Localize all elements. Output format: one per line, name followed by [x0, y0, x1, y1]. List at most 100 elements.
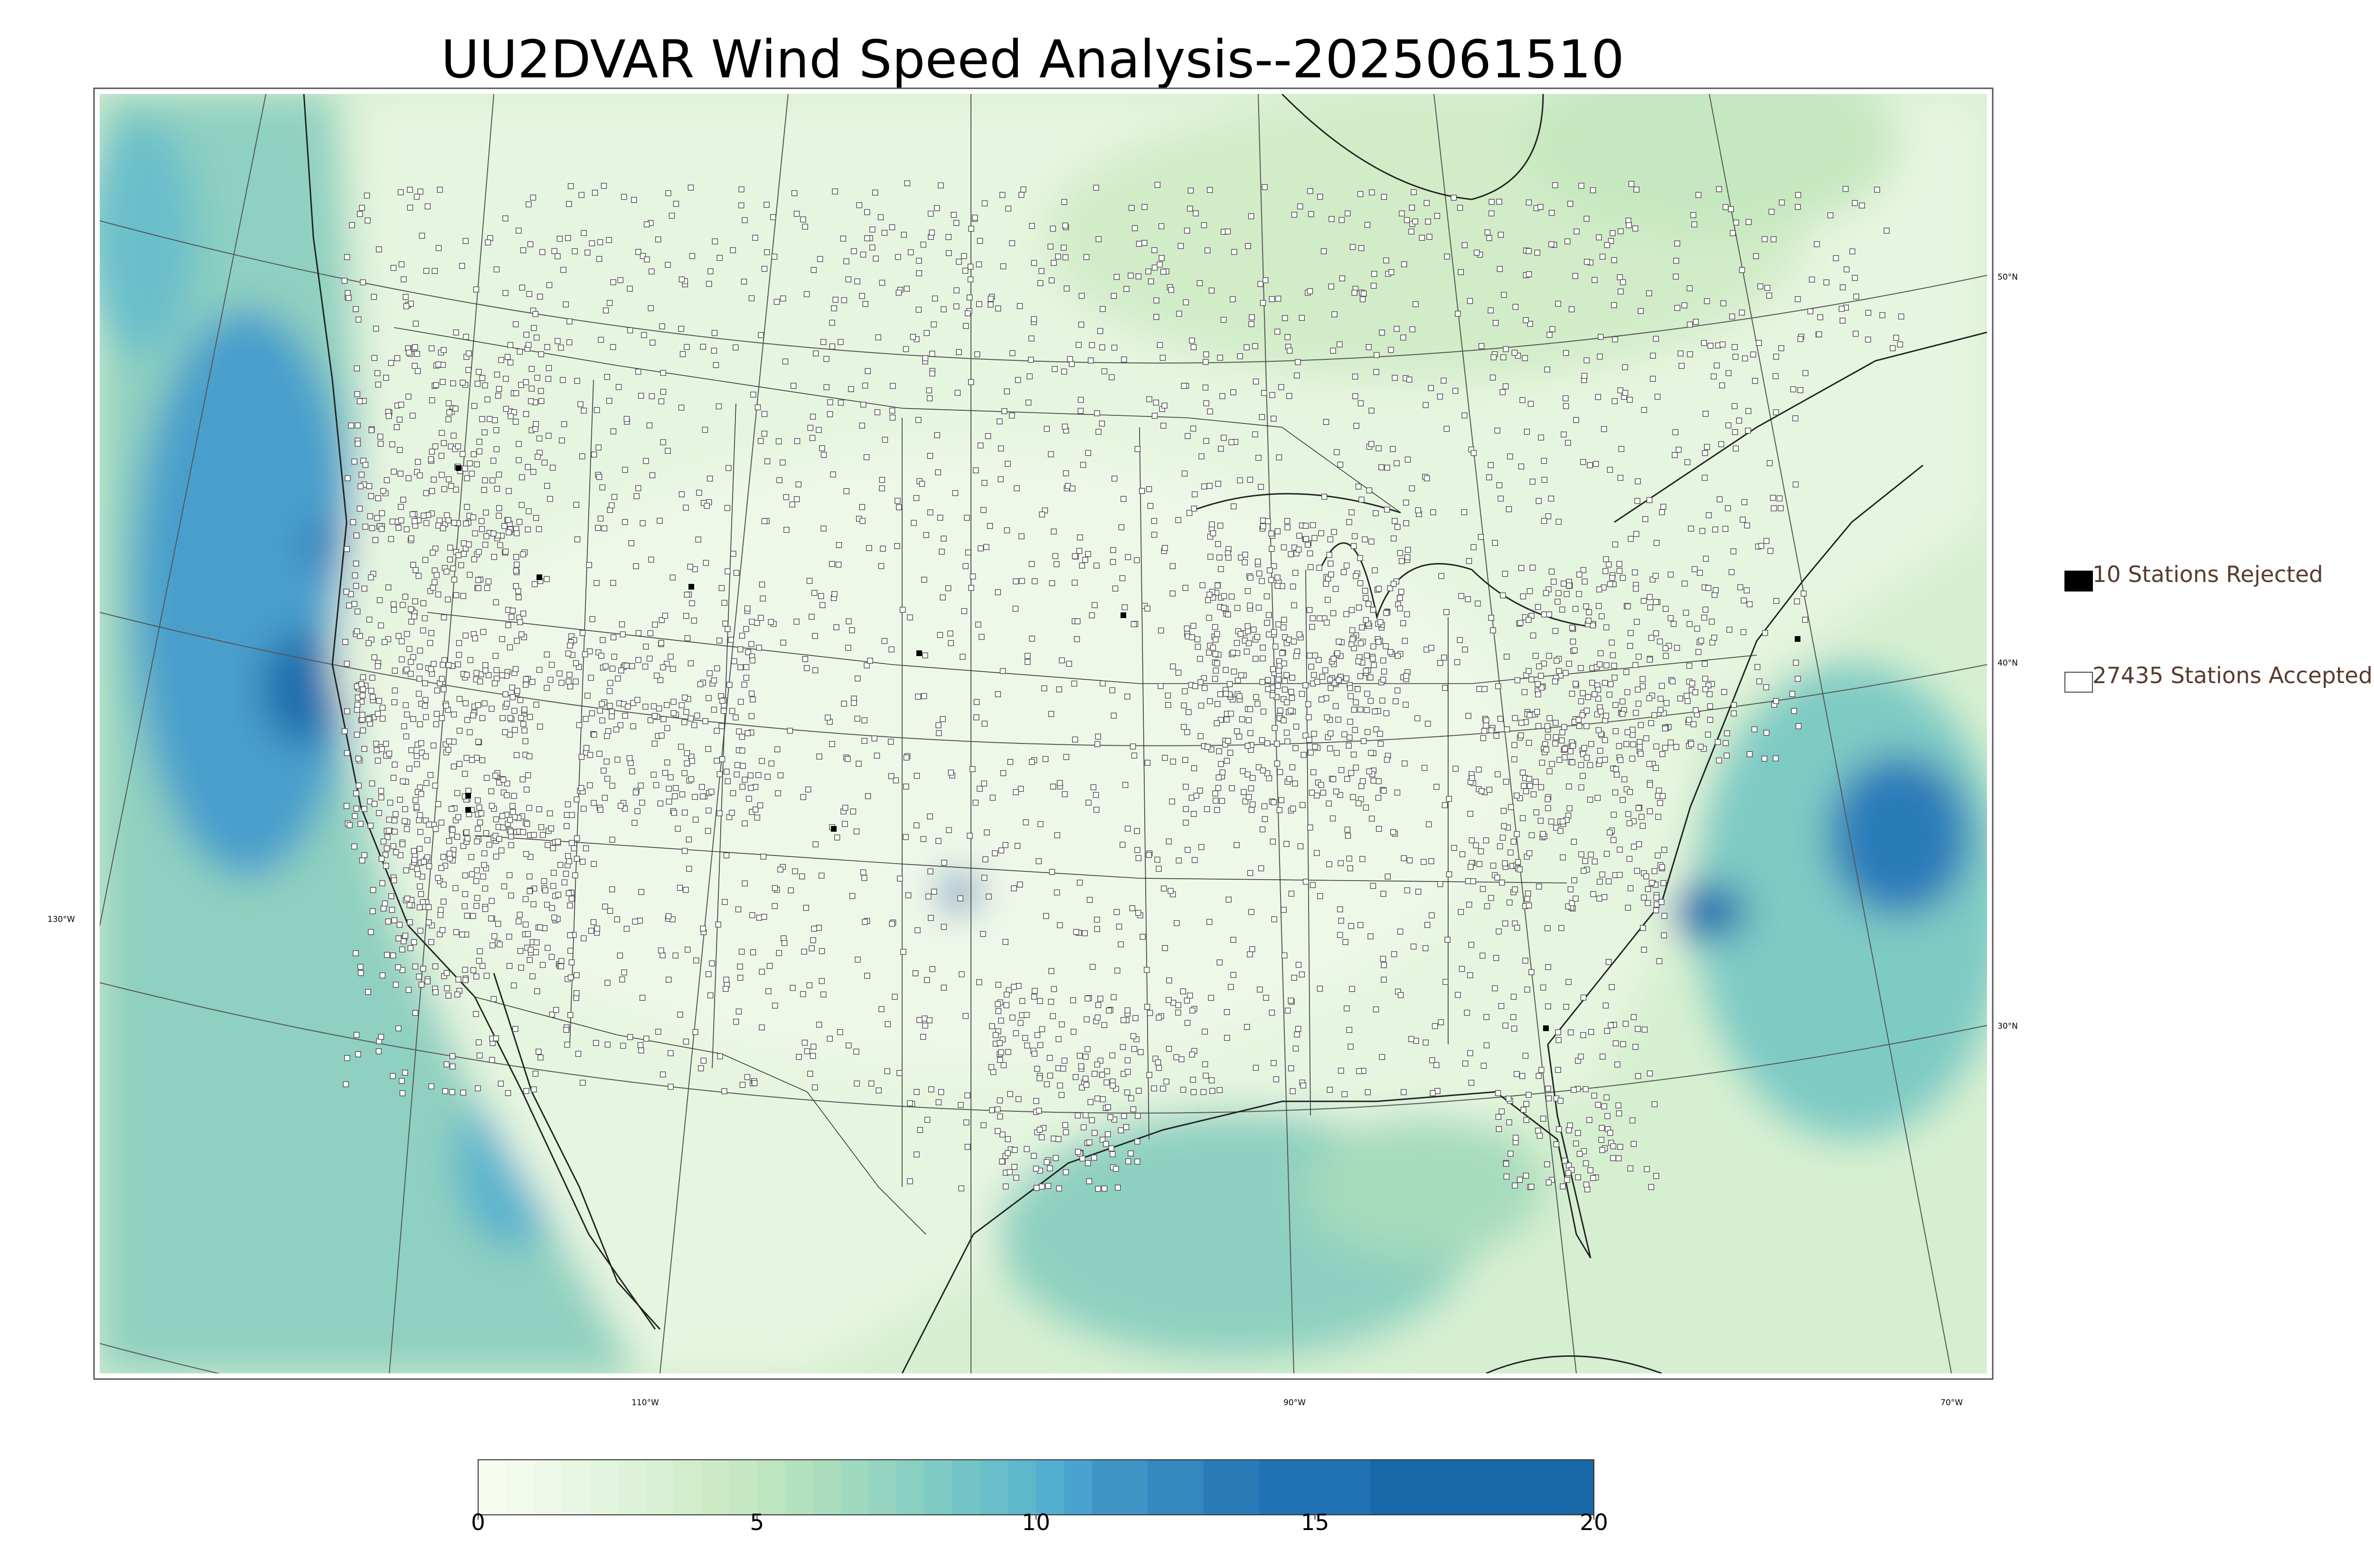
station-accepted-marker	[530, 325, 537, 331]
station-accepted-marker	[1720, 300, 1727, 307]
station-accepted-marker	[1160, 885, 1167, 892]
station-accepted-marker	[513, 390, 519, 396]
station-accepted-marker	[437, 187, 443, 193]
station-accepted-marker	[1135, 855, 1142, 861]
station-accepted-marker	[1196, 656, 1203, 662]
station-accepted-marker	[1037, 821, 1044, 827]
station-accepted-marker	[641, 332, 647, 338]
station-accepted-marker	[1032, 987, 1038, 994]
station-accepted-marker	[467, 572, 473, 578]
station-accepted-marker	[973, 714, 980, 721]
station-accepted-marker	[1390, 446, 1396, 452]
station-accepted-marker	[1569, 624, 1575, 631]
station-accepted-marker	[1579, 712, 1585, 718]
station-accepted-marker	[390, 1073, 396, 1079]
station-accepted-marker	[565, 235, 571, 241]
station-accepted-marker	[658, 947, 664, 954]
station-accepted-marker	[749, 912, 755, 919]
station-accepted-marker	[450, 1063, 456, 1070]
station-accepted-marker	[1146, 396, 1152, 403]
station-accepted-marker	[1469, 775, 1475, 781]
station-accepted-marker	[407, 205, 414, 211]
station-accepted-marker	[916, 270, 923, 276]
station-accepted-marker	[443, 568, 450, 575]
station-accepted-marker	[1580, 459, 1586, 465]
station-accepted-marker	[1196, 280, 1203, 286]
station-accepted-marker	[790, 383, 797, 389]
station-accepted-marker	[368, 574, 374, 581]
station-accepted-marker	[344, 708, 350, 714]
station-accepted-marker	[380, 905, 386, 912]
station-accepted-marker	[1306, 714, 1312, 721]
station-accepted-marker	[508, 833, 514, 840]
colorbar-segment	[1371, 1460, 1594, 1515]
station-accepted-marker	[1268, 577, 1274, 583]
station-accepted-marker	[1334, 650, 1340, 657]
station-accepted-marker	[633, 563, 639, 570]
station-accepted-marker	[455, 443, 461, 450]
station-accepted-marker	[1510, 838, 1517, 845]
station-accepted-marker	[1105, 1104, 1111, 1110]
station-accepted-marker	[929, 229, 935, 236]
lat-label-30n: 30°N	[1997, 1022, 2018, 1031]
station-accepted-marker	[1201, 675, 1207, 682]
station-accepted-marker	[829, 741, 835, 747]
station-accepted-marker	[780, 295, 786, 301]
station-accepted-marker	[591, 732, 597, 738]
station-accepted-marker	[1085, 450, 1092, 456]
station-accepted-marker	[1612, 789, 1619, 796]
station-accepted-marker	[1698, 638, 1705, 644]
station-accepted-marker	[526, 873, 533, 880]
station-accepted-marker	[1633, 187, 1640, 193]
station-accepted-marker	[1237, 631, 1244, 637]
station-accepted-marker	[683, 1038, 689, 1045]
station-accepted-marker	[1292, 570, 1299, 576]
station-accepted-marker	[683, 505, 689, 511]
station-accepted-marker	[1817, 314, 1824, 320]
station-accepted-marker	[1255, 558, 1261, 565]
station-accepted-marker	[928, 915, 934, 921]
station-accepted-marker	[1157, 262, 1163, 268]
station-accepted-marker	[509, 608, 516, 614]
station-accepted-marker	[1133, 1036, 1140, 1042]
station-accepted-marker	[524, 821, 530, 827]
station-accepted-marker	[1392, 518, 1398, 524]
station-accepted-marker	[1224, 758, 1230, 764]
station-accepted-marker	[825, 714, 831, 721]
station-accepted-marker	[853, 1048, 859, 1055]
station-accepted-marker	[376, 246, 382, 253]
station-accepted-marker	[384, 477, 390, 483]
station-accepted-marker	[514, 638, 520, 644]
station-accepted-marker	[775, 790, 781, 797]
station-accepted-marker	[1198, 844, 1205, 850]
station-accepted-marker	[1281, 315, 1288, 321]
station-accepted-marker	[1764, 285, 1771, 291]
station-accepted-marker	[745, 649, 752, 656]
station-accepted-marker	[657, 800, 664, 807]
station-accepted-marker	[1337, 932, 1343, 938]
station-accepted-marker	[1327, 676, 1333, 683]
station-accepted-marker	[1033, 1185, 1040, 1191]
lon-label-130w: 130°W	[47, 915, 75, 924]
station-accepted-marker	[1377, 619, 1384, 625]
station-accepted-marker	[1017, 881, 1023, 888]
station-accepted-marker	[1502, 1022, 1508, 1029]
station-accepted-marker	[695, 536, 701, 543]
station-accepted-marker	[1005, 1150, 1011, 1156]
station-accepted-marker	[878, 1006, 885, 1013]
station-accepted-marker	[369, 908, 376, 914]
station-accepted-marker	[698, 784, 705, 790]
colorbar-segment	[952, 1460, 980, 1515]
station-accepted-marker	[549, 465, 556, 471]
station-accepted-marker	[1605, 959, 1612, 965]
station-accepted-marker	[1502, 571, 1508, 577]
station-accepted-marker	[1792, 415, 1799, 422]
station-accepted-marker	[1151, 532, 1158, 538]
station-accepted-marker	[761, 411, 768, 417]
station-accepted-marker	[1701, 340, 1707, 346]
meridian-130w	[100, 94, 266, 926]
station-accepted-marker	[1538, 1067, 1545, 1073]
station-accepted-marker	[1099, 1071, 1105, 1078]
station-accepted-marker	[1377, 731, 1383, 737]
station-accepted-marker	[1653, 907, 1659, 913]
